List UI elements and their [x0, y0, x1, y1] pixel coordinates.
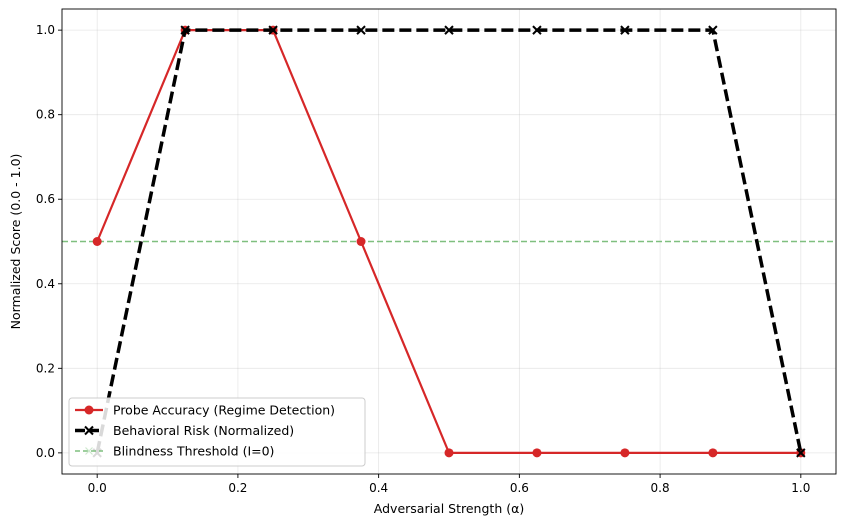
data-point [796, 448, 806, 458]
data-point [444, 25, 454, 35]
data-point-stroke [708, 25, 718, 35]
series-layer [92, 25, 806, 458]
legend-label: Probe Accuracy (Regime Detection) [113, 403, 335, 418]
legend-marker [84, 425, 94, 436]
data-point [180, 25, 190, 35]
legend-box [68, 397, 366, 467]
data-point [532, 25, 542, 35]
y-axis-ticks: 0.0 0.2 0.4 0.6 0.8 1.0 [36, 23, 62, 460]
x-axis-label: Adversarial Strength (α) [374, 501, 524, 516]
x-axis-ticks: 0.0 0.2 0.4 0.6 0.8 1.0 [88, 474, 810, 495]
data-point-stroke [268, 25, 278, 35]
data-point-stroke [620, 25, 630, 35]
legend: Probe Accuracy (Regime Detection) Behavi… [68, 397, 366, 467]
legend-entry-behavioral-risk: Behavioral Risk (Normalized) [75, 423, 294, 438]
data-point [356, 25, 366, 35]
data-point-stroke [444, 25, 454, 35]
legend-marker [84, 405, 94, 415]
data-point-stroke [356, 25, 366, 35]
y-axis-label: Normalized Score (0.0 - 1.0) [8, 154, 23, 330]
y-tick-label: 0.2 [36, 361, 55, 375]
data-point [356, 237, 366, 246]
y-tick-label: 0.4 [36, 277, 55, 291]
legend-entry-probe-accuracy: Probe Accuracy (Regime Detection) [75, 403, 335, 418]
legend-entry-blindness-threshold: Blindness Threshold (I=0) [75, 444, 274, 459]
plot-frame [61, 8, 837, 475]
y-tick-label: 0.0 [36, 446, 55, 460]
x-tick-label: 0.0 [88, 481, 107, 495]
x-tick-label: 1.0 [791, 481, 810, 495]
legend-label: Behavioral Risk (Normalized) [113, 423, 294, 438]
legend-marker-stroke [85, 447, 93, 455]
x-tick-label: 0.6 [510, 481, 529, 495]
series-line [95, 28, 803, 454]
legend-label: Blindness Threshold (I=0) [113, 444, 274, 459]
legend-marker [85, 447, 93, 455]
x-tick-label: 0.2 [228, 481, 247, 495]
data-point [620, 448, 630, 458]
data-point-stroke [180, 25, 190, 35]
data-point [532, 448, 542, 458]
data-point-stroke [532, 25, 542, 35]
y-tick-label: 0.6 [36, 192, 55, 206]
legend-marker-stroke [84, 425, 94, 436]
x-tick-label: 0.8 [651, 481, 670, 495]
data-point [708, 448, 718, 458]
data-point [268, 25, 278, 35]
y-tick-label: 1.0 [36, 23, 55, 37]
data-point [620, 25, 630, 35]
y-tick-label: 0.8 [36, 108, 55, 122]
data-point [708, 25, 718, 35]
x-tick-label: 0.4 [369, 481, 388, 495]
data-point [444, 448, 454, 458]
data-point [92, 237, 102, 246]
data-point-stroke [796, 448, 806, 458]
